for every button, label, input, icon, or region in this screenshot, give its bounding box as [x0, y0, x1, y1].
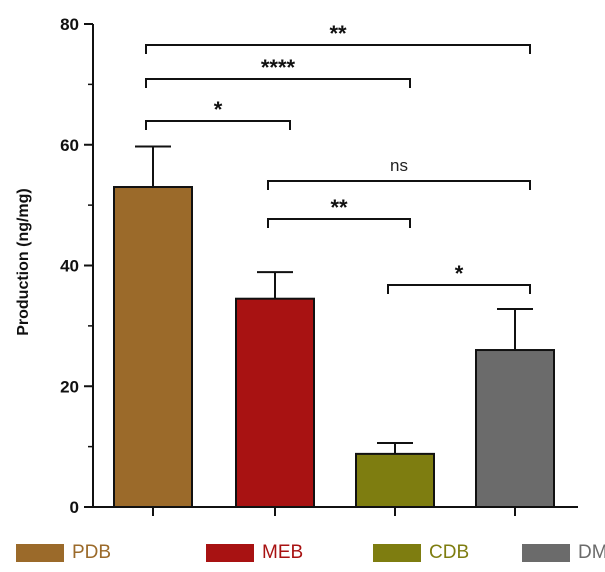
significance-bracket — [145, 44, 531, 54]
bar-cdb — [355, 452, 435, 508]
significance-bracket — [145, 120, 291, 130]
significance-brackets: *******ns*** — [145, 21, 531, 294]
significance-bracket — [267, 218, 411, 228]
legend-label: CDB — [429, 542, 470, 563]
legend-label: DM — [578, 542, 605, 563]
significance-label: ** — [330, 195, 348, 220]
legend-swatch — [16, 544, 64, 562]
bar-meb — [235, 297, 315, 508]
legend-label: PDB — [72, 542, 112, 563]
y-tick-label: 60 — [60, 136, 79, 155]
legend-item-cdb: CDB — [373, 542, 469, 564]
legend-item-meb: MEB — [206, 542, 303, 564]
legend-swatch — [206, 544, 254, 562]
significance-bracket — [267, 180, 531, 190]
significance-label: * — [214, 97, 223, 122]
y-tick-label: 0 — [70, 498, 79, 517]
legend-swatch — [522, 544, 570, 562]
significance-bracket — [145, 78, 411, 88]
significance-label: ns — [390, 156, 408, 175]
legend-item-pdb: PDB — [16, 542, 111, 564]
significance-label: **** — [261, 55, 296, 80]
legend-swatch — [373, 544, 421, 562]
bars — [113, 186, 555, 508]
y-axis-title: Production (ng/mg) — [15, 188, 32, 336]
y-tick-label: 20 — [60, 377, 79, 396]
bar-dm — [475, 349, 555, 508]
legend-label: MEB — [262, 542, 304, 563]
y-tick-label: 40 — [60, 257, 79, 276]
significance-bracket — [387, 284, 531, 294]
legend: PDB MEB CDB DM — [0, 536, 605, 572]
bar-pdb — [113, 186, 193, 508]
significance-label: * — [455, 261, 464, 286]
y-tick-label: 80 — [60, 15, 79, 34]
error-bars — [135, 145, 533, 454]
legend-item-dm: DM — [522, 542, 605, 564]
significance-label: ** — [329, 21, 347, 46]
